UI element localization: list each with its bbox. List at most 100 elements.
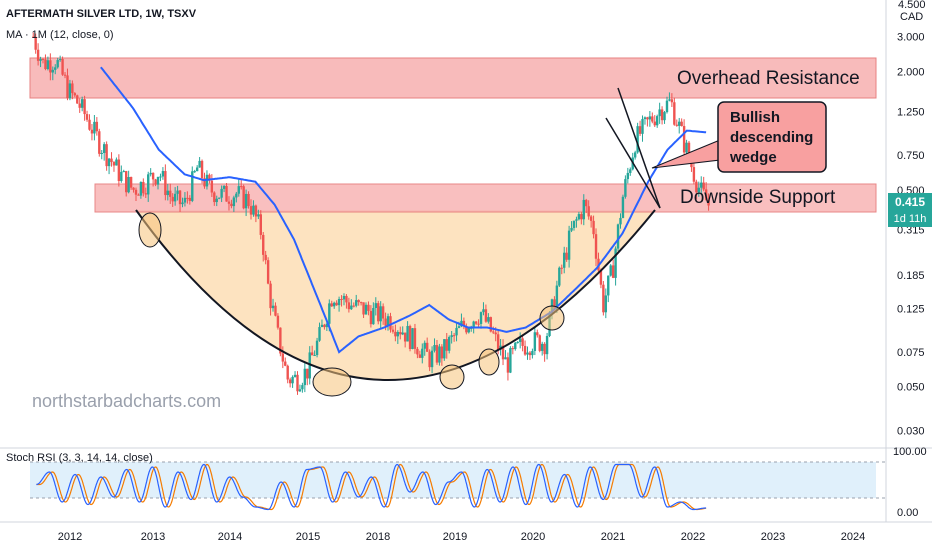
bowl-outline — [135, 209, 656, 381]
candle-body — [320, 324, 324, 328]
candle-body — [51, 69, 54, 73]
candle-body — [213, 192, 216, 203]
candle-body — [342, 295, 346, 300]
candle-body — [271, 305, 275, 309]
candle-body — [296, 374, 299, 392]
candle-body — [504, 357, 507, 360]
candle-body — [607, 275, 610, 296]
candle-body — [198, 160, 201, 168]
candle-body — [496, 334, 500, 350]
candle-body — [169, 190, 172, 197]
rsi-axis-100: 100.00 — [893, 446, 927, 458]
candle-body — [599, 270, 603, 285]
candle-body — [692, 167, 696, 182]
candle-body — [112, 162, 116, 166]
candle-body — [369, 310, 373, 325]
candle-body — [416, 348, 419, 355]
price-axis-ticks: 3.0002.0001.2500.7500.5000.3150.1850.125… — [897, 32, 925, 438]
candle-body — [545, 335, 549, 355]
candle-body — [274, 305, 277, 316]
candle-body — [347, 302, 351, 310]
candle-body — [487, 317, 490, 322]
candle-body — [203, 178, 206, 187]
candle-body — [531, 350, 534, 356]
candle-body — [558, 267, 561, 286]
wedge-label-3: wedge — [729, 149, 777, 166]
candle-body — [604, 295, 608, 313]
price-tick-label: 3.000 — [897, 32, 925, 44]
candle-body — [34, 36, 37, 50]
candle-body — [54, 67, 57, 70]
price-tick-label: 2.000 — [897, 66, 925, 78]
candle-body — [621, 196, 625, 218]
price-tick-label: 0.750 — [897, 150, 925, 162]
candle-body — [98, 131, 101, 154]
candle-body — [680, 121, 683, 127]
candle-body — [110, 158, 113, 163]
candle-body — [359, 302, 363, 304]
candle-body — [252, 205, 255, 215]
candle-body — [575, 219, 578, 221]
candle-body — [589, 216, 593, 221]
candle-body — [90, 129, 94, 134]
candle-body — [646, 117, 649, 120]
candle-body — [533, 332, 537, 351]
candle-body — [137, 194, 140, 196]
candle-body — [452, 335, 456, 337]
candle-body — [237, 186, 240, 194]
candle-body — [159, 176, 162, 178]
candle-body — [528, 352, 532, 356]
candle-body — [707, 200, 710, 206]
candle-body — [418, 354, 422, 358]
candle-body — [425, 342, 429, 352]
price-tick-label: 0.185 — [897, 270, 925, 282]
candle-body — [156, 176, 160, 185]
candle-body — [332, 302, 336, 307]
candle-body — [511, 348, 515, 350]
candle-body — [291, 376, 294, 384]
candle-body — [428, 351, 431, 368]
candle-body — [543, 343, 546, 355]
candle-body — [638, 126, 642, 134]
candle-body — [521, 338, 524, 346]
candle-body — [225, 185, 228, 202]
candle-body — [249, 206, 253, 215]
candle-body — [450, 335, 453, 338]
price-tick-label: 0.030 — [897, 425, 925, 437]
candle-body — [443, 339, 446, 359]
candle-body — [337, 299, 341, 306]
candle-body — [41, 58, 45, 60]
candle-body — [563, 252, 566, 268]
candle-body — [284, 361, 287, 366]
candle-body — [506, 357, 510, 373]
candle-body — [440, 346, 444, 359]
candle-body — [262, 234, 265, 255]
candle-body — [355, 300, 358, 306]
candle-body — [328, 303, 331, 324]
candle-body — [63, 74, 67, 76]
candle-body — [577, 214, 581, 220]
low-circle-2018 — [439, 364, 465, 390]
candle-body — [384, 318, 387, 326]
candle-body — [465, 326, 468, 333]
candle-body — [460, 320, 463, 327]
candle-body — [572, 220, 576, 228]
candle-body — [44, 59, 47, 70]
candle-body — [391, 329, 395, 332]
candle-body — [477, 323, 480, 325]
symbol-title: AFTERMATH SILVER LTD, 1W, TSXV — [6, 8, 197, 20]
candle-body — [232, 197, 236, 207]
candle-body — [372, 307, 375, 325]
candle-body — [105, 144, 108, 167]
wedge-lower-line — [605, 117, 661, 209]
candle-body — [76, 95, 79, 104]
candle-body — [85, 114, 89, 120]
candle-body — [303, 368, 307, 386]
candle-body — [482, 309, 485, 313]
candle-body — [406, 326, 409, 342]
candle-body — [171, 196, 174, 202]
candle-body — [46, 60, 50, 70]
candle-body — [484, 309, 488, 322]
candle-body — [540, 343, 544, 351]
